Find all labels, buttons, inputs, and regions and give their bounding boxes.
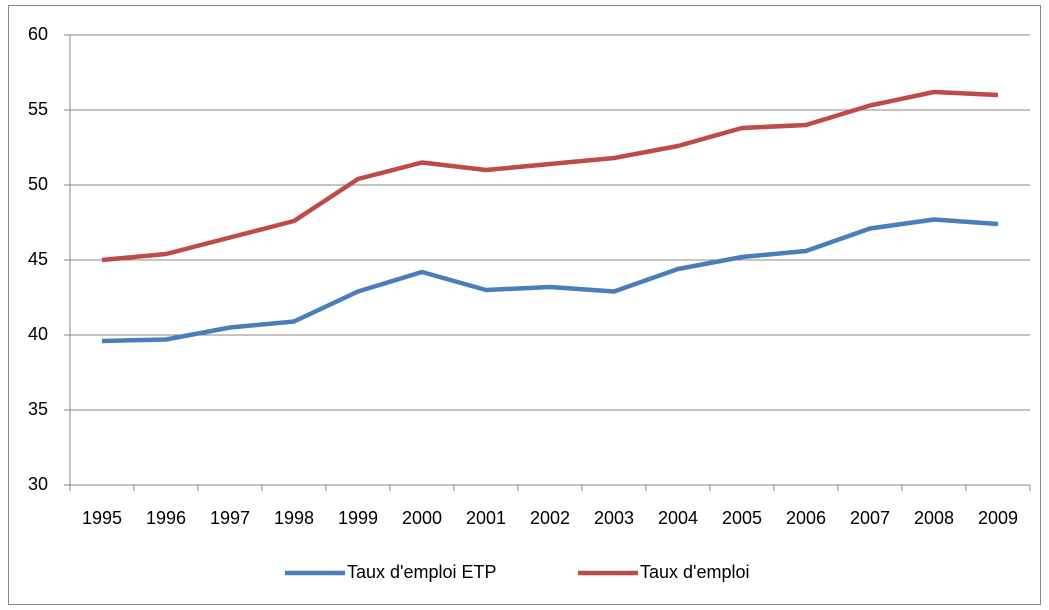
y-tick-label: 35	[28, 399, 48, 419]
line-series	[101, 217, 999, 344]
y-tick-label: 55	[28, 99, 48, 119]
x-tick-label: 1996	[146, 508, 186, 528]
x-tick-label: 2004	[658, 508, 698, 528]
y-tick-label: 60	[28, 24, 48, 44]
x-tick-label: 1995	[82, 508, 122, 528]
y-tick-label: 45	[28, 249, 48, 269]
x-tick-label: 2003	[594, 508, 634, 528]
x-tick-label: 2007	[850, 508, 890, 528]
x-tick-label: 2006	[786, 508, 826, 528]
x-tick-label: 2000	[402, 508, 442, 528]
x-tick-label: 2008	[914, 508, 954, 528]
x-tick-label: 2009	[978, 508, 1018, 528]
legend-label: Taux d'emploi ETP	[347, 562, 497, 582]
x-tick-label: 2001	[466, 508, 506, 528]
y-tick-label: 40	[28, 324, 48, 344]
line-series	[101, 89, 999, 263]
legend-label: Taux d'emploi	[640, 562, 750, 582]
x-tick-label: 1998	[274, 508, 314, 528]
y-tick-label: 50	[28, 174, 48, 194]
x-tick-label: 1997	[210, 508, 250, 528]
x-tick-label: 2002	[530, 508, 570, 528]
x-tick-label: 1999	[338, 508, 378, 528]
y-tick-label: 30	[28, 474, 48, 494]
x-tick-label: 2005	[722, 508, 762, 528]
